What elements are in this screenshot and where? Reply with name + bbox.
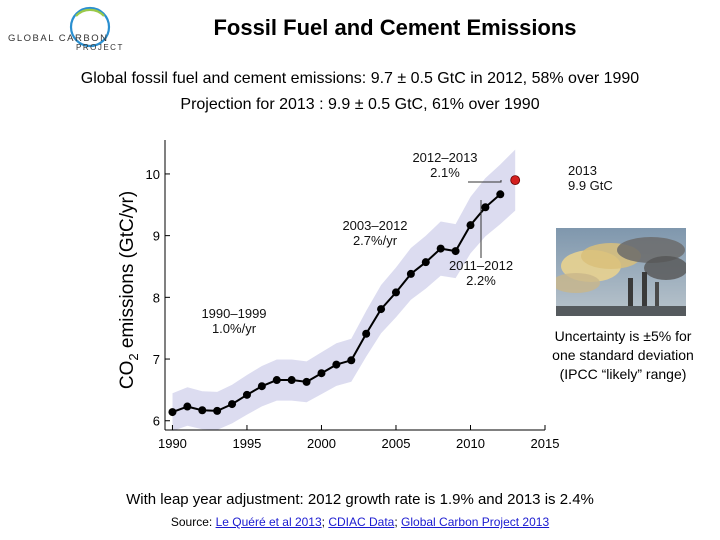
smokestack-photo	[556, 228, 686, 316]
y-tick-label: 9	[153, 229, 160, 244]
data-point	[362, 329, 371, 338]
data-point	[496, 190, 505, 199]
y-tick-label: 7	[153, 352, 160, 367]
logo-text-line2: PROJECT	[76, 43, 124, 52]
annotation-label: 2003–2012 2.7%/yr	[342, 218, 407, 248]
data-point	[302, 377, 311, 386]
data-point	[347, 356, 356, 365]
data-point	[421, 258, 430, 267]
data-point	[272, 376, 281, 385]
x-tick-label: 2000	[307, 436, 336, 451]
x-tick-label: 2005	[382, 436, 411, 451]
y-axis-label: CO2 emissions (GtC/yr)	[117, 191, 141, 389]
y-tick-label: 10	[146, 167, 160, 182]
data-point	[391, 288, 400, 297]
annotation-label: 2012–2013 2.1%	[412, 150, 477, 180]
y-tick-label: 8	[153, 290, 160, 305]
source-separator: ;	[394, 515, 402, 529]
data-point	[183, 402, 192, 411]
annotation-label: 2011–2012 2.2%	[449, 258, 513, 288]
global-carbon-project-logo: GLOBAL CARBON PROJECT	[6, 6, 136, 52]
source-line: Source: Le Quéré et al 2013; CDIAC Data;…	[0, 515, 720, 529]
subtitle-emissions-2012: Global fossil fuel and cement emissions:…	[80, 70, 640, 87]
data-point	[406, 269, 415, 278]
uncertainty-note: Uncertainty is ±5% for one standard devi…	[552, 328, 694, 382]
annotation-label: 1990–1999 1.0%/yr	[201, 306, 266, 336]
x-tick-label: 1995	[232, 436, 261, 451]
data-point	[242, 390, 251, 399]
data-point	[287, 376, 296, 385]
source-link-cdiac[interactable]: CDIAC Data	[328, 515, 395, 529]
data-point	[228, 400, 237, 409]
annotation-leader	[468, 180, 502, 183]
source-prefix: Source:	[170, 515, 216, 529]
x-tick-label: 1990	[158, 436, 187, 451]
data-point	[436, 244, 445, 253]
logo-text-line1: GLOBAL CARBON	[8, 33, 108, 44]
data-point	[481, 203, 490, 212]
page-title: Fossil Fuel and Cement Emissions	[213, 15, 577, 40]
source-link-le-quere[interactable]: Le Quéré et al 2013	[215, 515, 322, 529]
data-point	[198, 406, 207, 415]
data-point	[168, 408, 177, 417]
source-link-gcp[interactable]: Global Carbon Project 2013	[401, 515, 550, 529]
data-point	[451, 247, 460, 256]
data-point	[332, 360, 341, 369]
x-tick-label: 2010	[456, 436, 485, 451]
y-tick-label: 6	[153, 414, 160, 429]
annotation-label: 2013 9.9 GtC	[568, 163, 613, 193]
source-separator: ;	[321, 515, 329, 529]
subtitle-projection-2013: Projection for 2013 : 9.9 ± 0.5 GtC, 61%…	[180, 96, 540, 113]
x-tick-label: 2015	[531, 436, 560, 451]
uncertainty-band	[172, 149, 516, 431]
data-point	[257, 382, 266, 391]
data-point	[213, 406, 222, 415]
data-point	[317, 369, 326, 378]
leap-year-note: With leap year adjustment: 2012 growth r…	[126, 491, 594, 508]
projection-point-2013	[510, 175, 521, 186]
data-point	[377, 305, 386, 314]
data-point	[466, 221, 475, 230]
